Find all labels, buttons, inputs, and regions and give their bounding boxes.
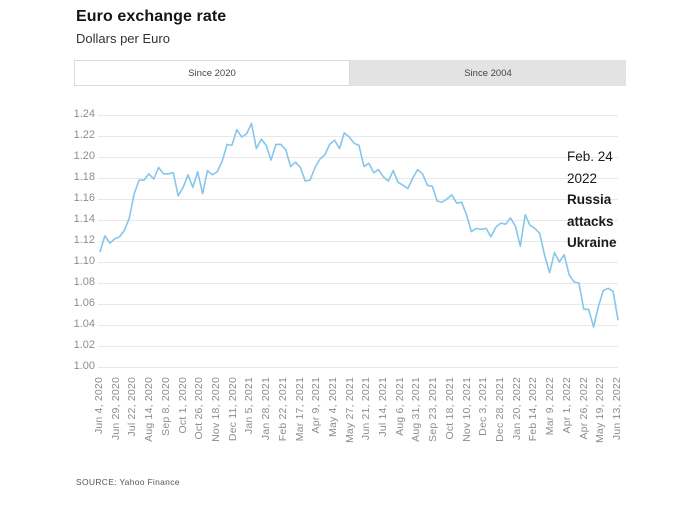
x-axis-label: Oct 26, 2020 [193,377,206,440]
x-axis-label: May 19, 2022 [594,377,607,444]
x-axis-label: Jul 14, 2021 [377,377,390,437]
annotation-date-line1: Feb. 24 [567,149,613,164]
x-axis-label: Jan 20, 2022 [510,377,523,441]
x-axis-label: Aug 14, 2020 [143,377,156,442]
x-axis-label: Dec 11, 2020 [226,377,239,442]
range-tabs: Since 2020 Since 2004 [74,60,626,86]
x-axis-label: Mar 17, 2021 [293,377,306,442]
page-title: Euro exchange rate [76,8,227,25]
gridline [98,136,618,137]
exchange-rate-line [99,122,619,328]
gridline [98,325,618,326]
x-axis-label: Apr 26, 2022 [577,377,590,440]
x-axis-label: May 27, 2021 [343,377,356,444]
x-axis-label: Feb 22, 2021 [276,377,289,442]
y-axis-label: 1.00 [73,360,95,372]
gridline [98,262,618,263]
x-axis-label: Dec 3, 2021 [477,377,490,436]
gridline [98,115,618,116]
x-axis-label: Jan 5, 2021 [243,377,256,435]
x-axis-label: May 4, 2021 [326,377,339,437]
gridline [98,220,618,221]
x-axis-label: Dec 28, 2021 [494,377,507,442]
source-note: SOURCE: Yahoo Finance [76,477,180,487]
x-axis-label: Apr 9, 2021 [310,377,323,434]
x-axis-label: Jul 22, 2020 [126,377,139,437]
x-axis-label: Nov 10, 2021 [460,377,473,442]
x-axis-label: Apr 1, 2022 [560,377,573,434]
x-axis-label: Jan 28, 2021 [260,377,273,441]
y-axis-label: 1.04 [73,318,95,330]
y-axis-label: 1.18 [73,171,95,183]
annotation-event-line2: attacks [567,213,614,229]
x-axis-label: Jun 29, 2020 [109,377,122,441]
x-axis-label: Aug 6, 2021 [393,377,406,436]
y-axis-label: 1.06 [73,297,95,309]
event-annotation: Feb. 24 2022 Russia attacks Ukraine [567,146,617,254]
y-axis-label: 1.14 [73,213,95,225]
x-axis-label: Nov 18, 2020 [209,377,222,442]
x-axis-label: Oct 18, 2021 [443,377,456,440]
y-axis-label: 1.22 [73,129,95,141]
x-axis-label: Jun 4, 2020 [93,377,105,435]
x-axis-label: Jun 13, 2022 [611,377,623,441]
gridline [98,157,618,158]
y-axis-label: 1.24 [73,108,95,120]
y-axis-label: 1.12 [73,234,95,246]
y-axis-label: 1.10 [73,255,95,267]
gridline [98,346,618,347]
x-axis-label: Aug 31, 2021 [410,377,423,442]
y-axis-label: 1.20 [73,150,95,162]
gridline [98,367,618,368]
gridline [98,241,618,242]
annotation-event-line3: Ukraine [567,235,617,250]
x-axis-label: Sep 8, 2020 [159,377,172,436]
x-axis-label: Mar 9, 2022 [544,377,557,436]
y-axis-label: 1.16 [73,192,95,204]
gridline [98,199,618,200]
gridline [98,304,618,305]
gridline [98,283,618,284]
gridline [98,178,618,179]
tab-since-2020[interactable]: Since 2020 [74,60,350,86]
y-axis-label: 1.08 [73,276,95,288]
x-axis-label: Feb 14, 2022 [527,377,540,442]
annotation-date-line2: 2022 [567,170,598,186]
x-axis-label: Jun 21, 2021 [360,377,373,441]
chart-subtitle: Dollars per Euro [76,31,170,46]
x-axis-label: Sep 23, 2021 [427,377,440,442]
y-axis-label: 1.02 [73,339,95,351]
tab-since-2004[interactable]: Since 2004 [350,60,626,86]
x-axis-label: Oct 1, 2020 [176,377,189,434]
annotation-event-line1: Russia [567,192,612,207]
